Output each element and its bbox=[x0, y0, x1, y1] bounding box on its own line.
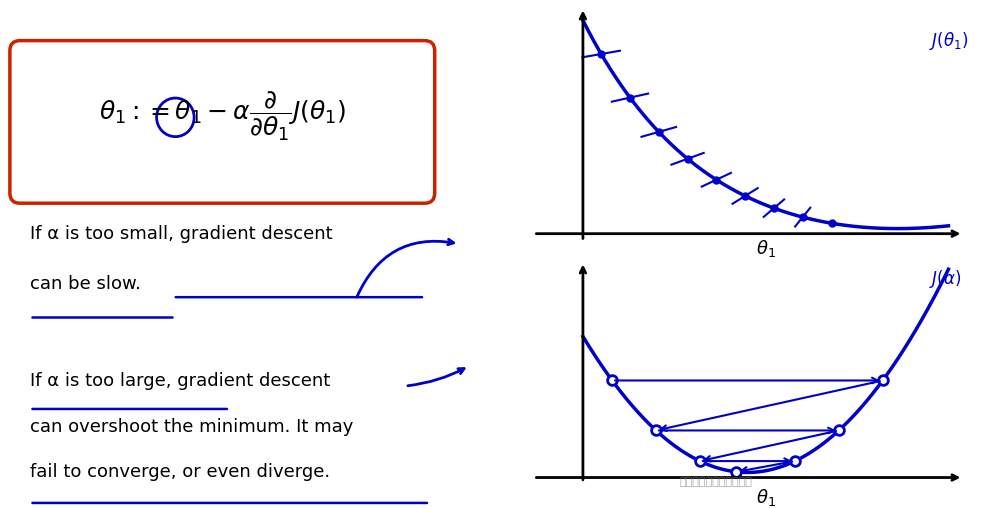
FancyBboxPatch shape bbox=[10, 41, 435, 203]
Text: $\theta_1 := \theta_1 - \alpha\dfrac{\partial}{\partial\theta_1}J(\theta_1)$: $\theta_1 := \theta_1 - \alpha\dfrac{\pa… bbox=[99, 90, 346, 143]
Text: $J(\alpha)$: $J(\alpha)$ bbox=[929, 269, 961, 291]
Text: fail to converge, or even diverge.: fail to converge, or even diverge. bbox=[30, 463, 330, 482]
Text: 重庆无线通信技术实验室: 重庆无线通信技术实验室 bbox=[680, 477, 753, 487]
Text: $J(\theta_1)$: $J(\theta_1)$ bbox=[929, 30, 968, 52]
Text: can be slow.: can be slow. bbox=[30, 275, 140, 294]
Text: If α is too large, gradient descent: If α is too large, gradient descent bbox=[30, 372, 330, 390]
Text: If α is too small, gradient descent: If α is too small, gradient descent bbox=[30, 225, 332, 243]
Text: $\theta_1$: $\theta_1$ bbox=[756, 238, 776, 259]
Text: $\theta_1$: $\theta_1$ bbox=[756, 487, 776, 508]
Text: can overshoot the minimum. It may: can overshoot the minimum. It may bbox=[30, 418, 353, 436]
